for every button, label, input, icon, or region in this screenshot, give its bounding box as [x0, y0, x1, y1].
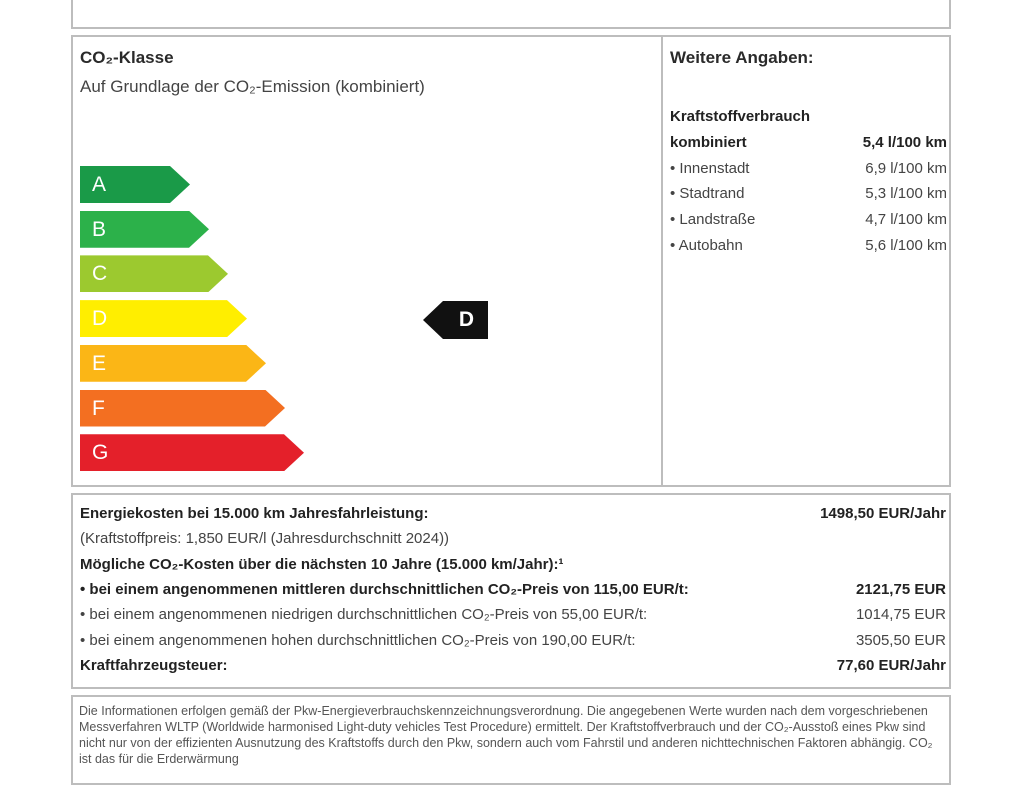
fuel-consumption-heading: Kraftstoffverbrauch — [670, 108, 947, 125]
consumption-value: 4,7 l/100 km — [865, 211, 947, 229]
cost-row: (Kraftstoffpreis: 1,850 EUR/l (Jahresdur… — [80, 530, 946, 547]
consumption-row: kombiniert 5,4 l/100 km — [670, 134, 947, 151]
class-arrow-c: C — [80, 255, 228, 292]
cost-value: 1498,50 EUR/Jahr — [820, 505, 946, 522]
consumption-value: 5,4 l/100 km — [862, 134, 947, 151]
class-arrow-g: G — [80, 434, 304, 471]
cost-value: 1014,75 EUR — [855, 606, 946, 624]
cost-label: Kraftfahrzeugsteuer: — [80, 656, 228, 674]
consumption-row: • Autobahn 5,6 l/100 km — [670, 237, 947, 254]
divider — [661, 37, 663, 485]
cost-label: (Kraftstoffpreis: 1,850 EUR/l (Jahresdur… — [80, 530, 450, 548]
consumption-label: kombiniert — [670, 134, 747, 151]
current-class-indicator: D — [423, 301, 488, 339]
class-arrow-b: B — [80, 211, 209, 248]
class-arrow-e: E — [80, 345, 266, 382]
cost-value: 77,60 EUR/Jahr — [836, 656, 946, 674]
further-info-title: Weitere Angaben: — [670, 48, 814, 67]
class-arrow-a: A — [80, 166, 190, 203]
cost-row: Energiekosten bei 15.000 km Jahresfahrle… — [80, 505, 946, 522]
consumption-label: • Autobahn — [670, 236, 743, 254]
cost-label: • bei einem angenommenen niedrigen durch… — [80, 606, 648, 624]
consumption-label: • Innenstadt — [670, 159, 750, 177]
cost-row: • bei einem angenommenen niedrigen durch… — [80, 606, 946, 623]
cost-row: • bei einem angenommenen mittleren durch… — [80, 581, 946, 598]
consumption-label: • Stadtrand — [670, 185, 745, 203]
cost-label: Mögliche CO₂-Kosten über die nächsten 10… — [80, 555, 564, 573]
co2-label-box: CO₂-Klasse Auf Grundlage der CO₂-Emissio… — [71, 35, 951, 487]
cost-value: 2121,75 EUR — [855, 580, 946, 598]
consumption-row: • Innenstadt 6,9 l/100 km — [670, 160, 947, 177]
fuel-consumption-label: Kraftstoffverbrauch — [670, 108, 811, 125]
class-arrow-f: F — [80, 390, 285, 427]
cost-label: • bei einem angenommenen hohen durchschn… — [80, 631, 636, 649]
consumption-value: 5,6 l/100 km — [865, 236, 947, 254]
co2-class-subtitle: Auf Grundlage der CO₂-Emission (kombinie… — [80, 77, 425, 96]
cost-label: Energiekosten bei 15.000 km Jahresfahrle… — [80, 505, 429, 522]
consumption-label: • Landstraße — [670, 211, 756, 229]
legal-footer: Die Informationen erfolgen gemäß der Pkw… — [71, 695, 951, 785]
consumption-row: • Landstraße 4,7 l/100 km — [670, 211, 947, 228]
consumption-row: • Stadtrand 5,3 l/100 km — [670, 185, 947, 202]
costs-box: Energiekosten bei 15.000 km Jahresfahrle… — [71, 493, 951, 689]
cost-row: Mögliche CO₂-Kosten über die nächsten 10… — [80, 556, 946, 573]
top-box — [71, 0, 951, 29]
cost-label: • bei einem angenommenen mittleren durch… — [80, 580, 689, 598]
cost-row: • bei einem angenommenen hohen durchschn… — [80, 632, 946, 649]
co2-class-title: CO₂-Klasse — [80, 48, 174, 67]
consumption-value: 5,3 l/100 km — [865, 185, 947, 203]
class-arrow-d: D — [80, 300, 247, 337]
cost-value: 3505,50 EUR — [855, 631, 946, 649]
cost-row: Kraftfahrzeugsteuer: 77,60 EUR/Jahr — [80, 657, 946, 674]
consumption-value: 6,9 l/100 km — [865, 159, 947, 177]
